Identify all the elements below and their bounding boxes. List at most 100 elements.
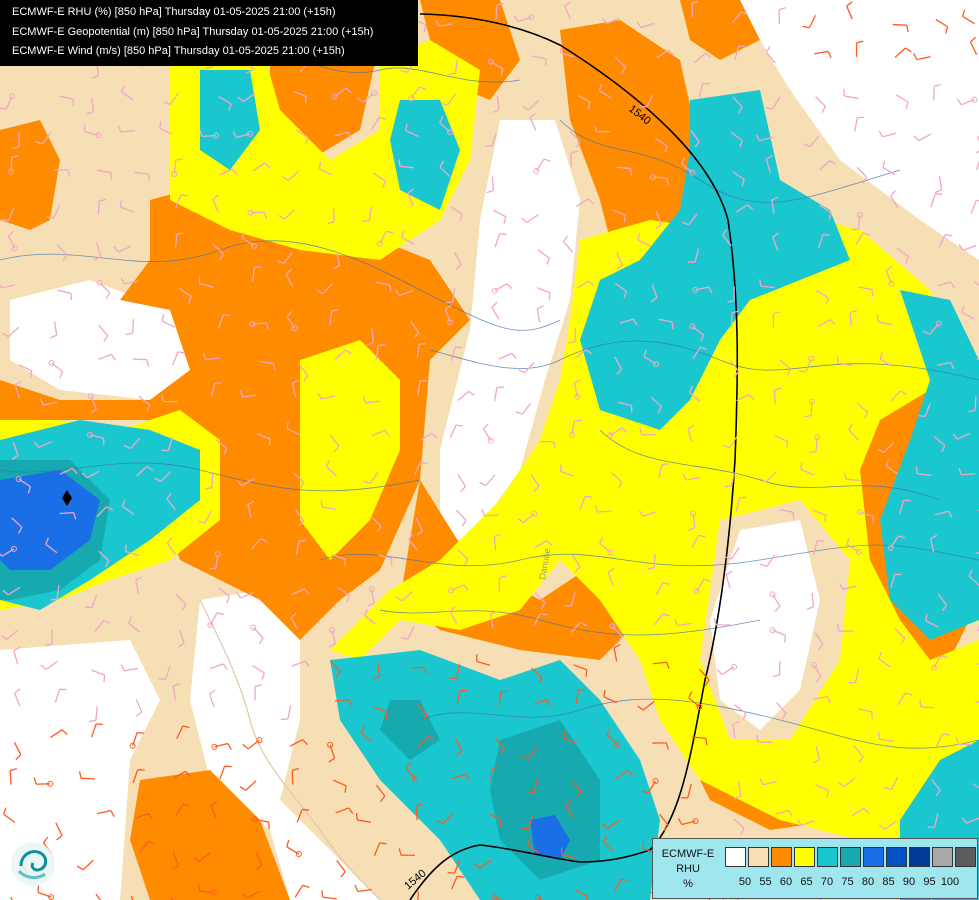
wind-barb-icon	[693, 578, 711, 595]
wind-barb-icon	[363, 471, 379, 485]
wind-barb-icon	[533, 158, 551, 174]
wind-barb-icon	[483, 423, 494, 444]
wind-barb-icon	[919, 699, 935, 709]
wind-barb-icon	[417, 379, 427, 396]
wind-barb-icon	[371, 116, 387, 130]
wind-barb-icon	[419, 432, 438, 442]
wind-barb-icon	[575, 688, 586, 705]
wind-barb-icon	[329, 309, 339, 325]
wind-barb-icon	[7, 230, 18, 252]
wind-barb-icon	[161, 314, 176, 328]
wind-barb-icon	[803, 135, 820, 148]
wind-barb-icon	[563, 235, 574, 253]
rhu-cyan-3	[580, 90, 850, 430]
legend-tick-label: 90	[902, 876, 916, 888]
wind-barb-icon	[854, 116, 865, 132]
header-wind-line: ECMWF-E Wind (m/s) [850 hPa] Thursday 01…	[12, 45, 345, 57]
wind-barb-icon	[135, 698, 143, 717]
wind-barb-icon	[815, 96, 827, 113]
wind-barb-icon	[252, 265, 262, 282]
wind-barb-icon	[878, 820, 897, 830]
wind-barb-icon	[732, 96, 743, 114]
wind-barb-icon	[498, 575, 507, 592]
wind-barb-icon	[691, 736, 708, 746]
wind-barb-icon	[930, 778, 941, 797]
wind-barb-icon	[371, 429, 390, 437]
wind-barb-icon	[88, 706, 98, 723]
wind-barb-icon	[54, 688, 67, 703]
wind-barb-icon	[848, 423, 859, 441]
wind-barb-icon	[817, 319, 836, 327]
wind-barb-icon	[974, 700, 979, 704]
wind-barb-icon	[451, 875, 465, 890]
wind-barb-icon	[692, 346, 708, 360]
wind-barb-icon	[457, 474, 467, 493]
wind-barb-icon	[97, 198, 107, 215]
wind-barb-icon	[897, 692, 913, 706]
wind-barb-icon	[373, 842, 387, 857]
wind-barb-icon	[90, 723, 104, 738]
wind-barb-icon	[413, 461, 428, 476]
wind-barb-icon	[925, 613, 939, 628]
wind-barb-icon	[716, 664, 738, 675]
legend-swatch	[725, 847, 746, 867]
wind-barb-icon	[759, 279, 775, 289]
legend-tick-label: 80	[861, 876, 875, 888]
wind-barb-icon	[610, 472, 623, 489]
wind-barb-icon	[395, 591, 413, 602]
wind-barb-icon	[838, 583, 857, 591]
wind-barb-icon	[975, 552, 979, 554]
wind-barb-icon	[607, 567, 615, 586]
wind-barb-icon	[658, 463, 669, 479]
wind-barb-icon	[930, 193, 943, 208]
wind-barb-icon	[656, 49, 674, 59]
wind-barb-icon	[806, 592, 815, 610]
wind-barb-icon	[251, 537, 268, 550]
wind-barb-icon	[736, 393, 755, 402]
wind-barb-icon	[815, 784, 829, 798]
wind-barb-icon	[804, 398, 815, 418]
wind-barb-icon	[417, 891, 420, 900]
wind-barb-icon	[9, 767, 17, 785]
wind-barb-icon	[856, 509, 874, 524]
wind-barb-icon	[844, 472, 860, 482]
wind-barb-icon	[449, 424, 463, 439]
wind-barb-icon	[334, 131, 352, 139]
wind-barb-icon	[970, 199, 979, 214]
wind-barb-icon	[699, 669, 710, 687]
wind-barb-icon	[732, 11, 749, 24]
wind-barb-icon	[439, 116, 454, 136]
wind-barb-icon	[938, 233, 953, 248]
wind-barb-icon	[252, 664, 265, 680]
wind-barb-icon	[853, 745, 864, 763]
wind-barb-icon	[401, 230, 415, 245]
wind-barb-icon	[210, 800, 218, 819]
wind-barb-icon	[172, 770, 191, 779]
wind-barb-icon	[601, 819, 620, 829]
wind-barb-icon	[57, 289, 73, 301]
wind-barb-icon	[172, 852, 180, 871]
wind-barb-icon	[836, 624, 854, 632]
wind-barb-icon	[934, 510, 953, 518]
wind-barb-icon	[655, 211, 662, 230]
wind-barb-icon	[357, 90, 378, 103]
wind-barb-icon	[161, 436, 174, 452]
wind-barb-icon	[327, 207, 335, 225]
wind-barb-icon	[49, 585, 60, 601]
wind-barb-icon	[856, 166, 868, 184]
wind-barb-icon	[564, 1, 572, 20]
wind-barb-icon	[731, 310, 740, 327]
wind-barb-icon	[493, 533, 502, 551]
wind-barb-icon	[650, 284, 658, 303]
wind-barb-icon	[798, 355, 815, 373]
wind-barb-icon	[681, 213, 698, 226]
wind-barb-icon	[76, 859, 94, 871]
wind-barb-icon	[612, 209, 626, 223]
wind-barb-icon	[734, 45, 746, 61]
wind-barb-icon	[615, 770, 634, 780]
wind-barb-icon	[817, 234, 830, 249]
wind-barb-icon	[178, 629, 185, 648]
wind-barb-icon	[354, 884, 372, 893]
wind-barb-icon	[276, 252, 293, 265]
wind-barb-icon	[337, 587, 350, 603]
